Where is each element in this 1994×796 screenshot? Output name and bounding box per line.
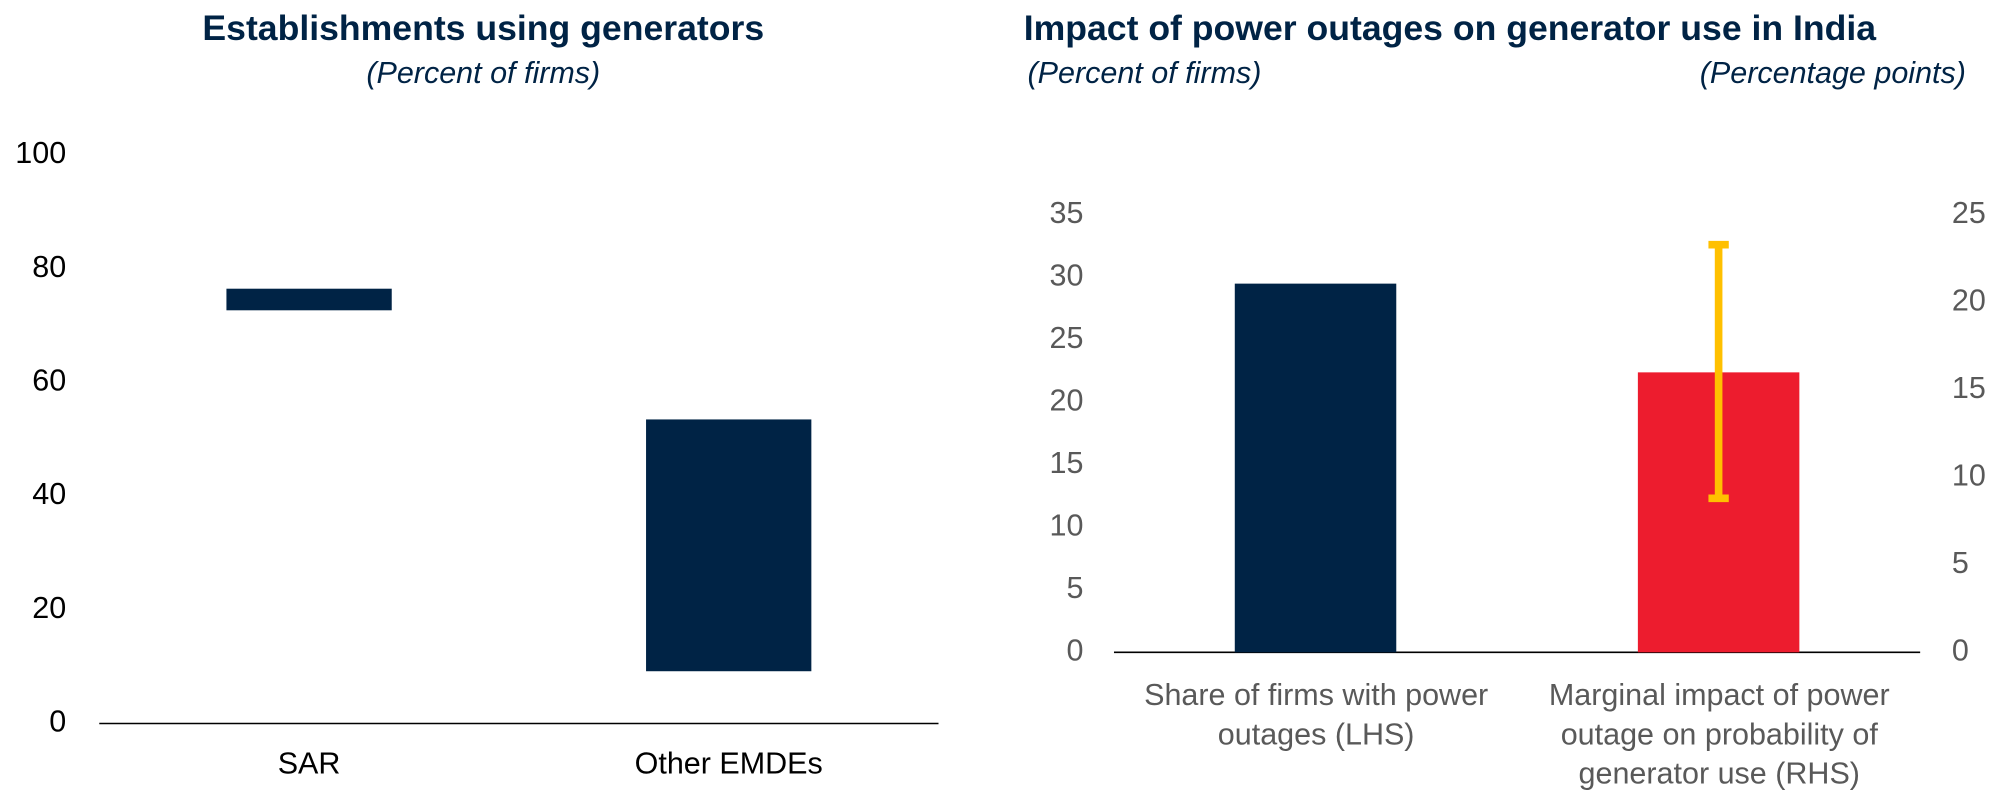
- y-tick-label: 80: [32, 250, 66, 284]
- chart-subtitle: (Percent of firms): [366, 56, 600, 90]
- y-tick-label: 15: [1050, 446, 1084, 480]
- chart-subtitle: (Percent of firms): [1028, 56, 1262, 90]
- error-bar: [1708, 240, 1729, 503]
- x-tick-label: Other EMDEs: [635, 747, 823, 781]
- y-tick-label: 5: [1066, 571, 1083, 605]
- y-tick-label: 100: [15, 136, 66, 170]
- y-tick-label: 60: [32, 364, 66, 398]
- y2-tick-label: 25: [1952, 196, 1986, 230]
- x-tick-label: Share of firms with power: [1144, 678, 1488, 712]
- x-tick-label: generator use (RHS): [1579, 757, 1860, 791]
- y-tick-label: 0: [49, 705, 66, 739]
- bar: [646, 419, 812, 672]
- bar: [226, 288, 392, 311]
- y-tick-label: 20: [1050, 383, 1084, 417]
- chart-title: Impact of power outages on generator use…: [1024, 8, 1878, 48]
- chart-subtitle: (Percentage points): [1700, 56, 1966, 90]
- y-tick-label: 10: [1050, 508, 1084, 542]
- y-tick-label: 25: [1050, 321, 1084, 355]
- x-tick-label: outages (LHS): [1218, 717, 1415, 751]
- y-tick-label: 20: [32, 591, 66, 625]
- y-tick-label: 0: [1066, 633, 1083, 667]
- y2-tick-label: 15: [1952, 371, 1986, 405]
- y2-tick-label: 20: [1952, 283, 1986, 317]
- y-tick-label: 30: [1050, 258, 1084, 292]
- bar: [1234, 283, 1397, 653]
- x-tick-label: Marginal impact of power: [1549, 678, 1890, 712]
- y2-tick-label: 0: [1952, 633, 1969, 667]
- y-tick-label: 40: [32, 477, 66, 511]
- y2-tick-label: 5: [1952, 546, 1969, 580]
- x-tick-label: outage on probability of: [1561, 717, 1879, 751]
- y2-tick-label: 10: [1952, 458, 1986, 492]
- chart-title: Establishments using generators: [202, 8, 764, 48]
- y-tick-label: 35: [1050, 196, 1084, 230]
- x-tick-label: SAR: [278, 747, 341, 781]
